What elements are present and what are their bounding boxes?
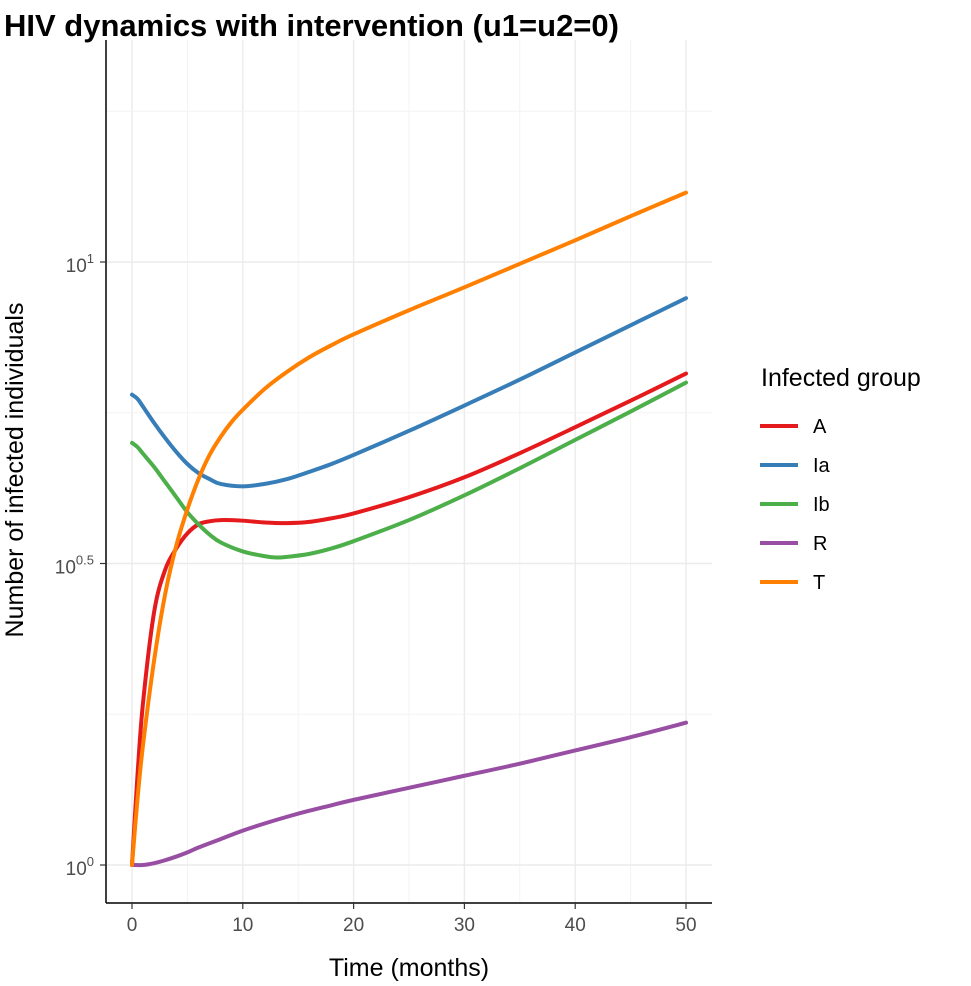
legend-title: Infected group: [761, 364, 921, 392]
legend-label-r: R: [813, 533, 827, 555]
x-axis-ticks: 0 10 20 30 40 50: [127, 903, 697, 936]
y-tick-label: 100: [66, 854, 94, 880]
y-tick-label: 101: [66, 251, 94, 277]
x-axis-label: Time (months): [329, 954, 489, 982]
series-line-t: [130, 190, 688, 867]
series-line-ib: [130, 380, 688, 560]
chart-title: HIV dynamics with intervention (u1=u2=0): [4, 8, 619, 43]
series-line-a: [130, 371, 688, 867]
y-axis-ticks: 100 100.5 101: [55, 251, 106, 880]
x-tick-label: 10: [232, 915, 253, 936]
series-line-ia: [130, 296, 688, 489]
x-tick-label: 20: [343, 915, 364, 936]
x-tick-label: 40: [565, 915, 586, 936]
x-tick-label: 50: [675, 915, 696, 936]
legend-label-t: T: [813, 572, 825, 594]
y-tick-label: 100.5: [55, 553, 94, 579]
legend-label-a: A: [813, 416, 827, 438]
series-line-r: [130, 720, 688, 868]
plot-series: [130, 190, 688, 868]
legend-label-ia: Ia: [813, 455, 831, 477]
x-tick-label: 30: [454, 915, 475, 936]
plot-grid: [106, 40, 712, 903]
y-axis-label: Number of infected individuals: [1, 303, 29, 638]
legend-label-ib: Ib: [813, 494, 830, 516]
x-tick-label: 0: [127, 915, 138, 936]
legend: Infected group A Ia Ib RT: [760, 364, 921, 594]
